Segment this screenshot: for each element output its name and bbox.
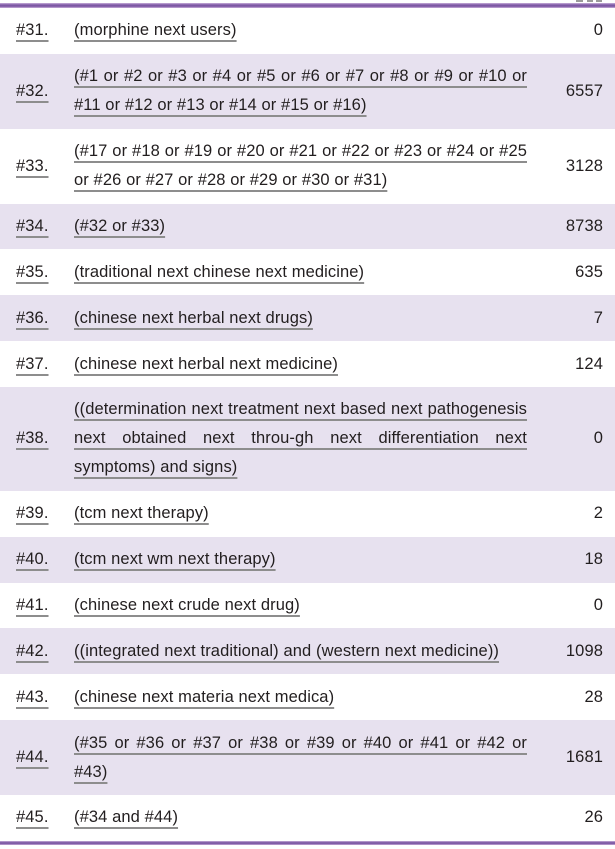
- row-number: #41.: [16, 596, 49, 615]
- query-cell: (chinese next herbal next medicine): [74, 350, 539, 379]
- clipped-glyph-mark: [596, 0, 602, 2]
- row-number-cell: #44.: [16, 743, 74, 772]
- result-count: 1098: [565, 641, 603, 660]
- query-cell: (#35 or #36 or #37 or #38 or #39 or #40 …: [74, 729, 539, 787]
- clipped-glyph-mark: [587, 0, 593, 2]
- query-cell: (chinese next herbal next drugs): [74, 304, 539, 333]
- query-cell: (#17 or #18 or #19 or #20 or #21 or #22 …: [74, 137, 539, 195]
- query-cell: (tcm next therapy): [74, 499, 539, 528]
- row-number-cell: #31.: [16, 16, 74, 45]
- query-text: (#1 or #2 or #3 or #4 or #5 or #6 or #7 …: [74, 67, 527, 115]
- query-cell: (tcm next wm next therapy): [74, 545, 539, 574]
- row-number-cell: #39.: [16, 499, 74, 528]
- table-row: #38. ((determination next treatment next…: [0, 387, 615, 491]
- query-cell: (#34 and #44): [74, 803, 539, 832]
- query-text: (#17 or #18 or #19 or #20 or #21 or #22 …: [74, 142, 527, 190]
- row-number: #31.: [16, 21, 49, 40]
- row-number: #45.: [16, 808, 49, 827]
- query-cell: (chinese next crude next drug): [74, 591, 539, 620]
- table-row: #32. (#1 or #2 or #3 or #4 or #5 or #6 o…: [0, 53, 615, 129]
- query-text: (chinese next crude next drug): [74, 596, 300, 615]
- query-cell: (morphine next users): [74, 16, 539, 45]
- row-number-cell: #38.: [16, 424, 74, 453]
- query-text: (morphine next users): [74, 21, 237, 40]
- row-number: #42.: [16, 641, 49, 660]
- table-top-border: [0, 3, 615, 8]
- table-row: #43. (chinese next materia next medica) …: [0, 674, 615, 720]
- row-number: #38.: [16, 429, 49, 448]
- row-number-cell: #36.: [16, 304, 74, 333]
- query-text: (chinese next herbal next medicine): [74, 354, 338, 373]
- table-row: #36. (chinese next herbal next drugs) 7: [0, 295, 615, 342]
- result-count: 26: [584, 808, 603, 827]
- result-count: 2: [593, 504, 603, 523]
- table-row: #40. (tcm next wm next therapy) 18: [0, 536, 615, 583]
- query-text: (#35 or #36 or #37 or #38 or #39 or #40 …: [74, 733, 527, 781]
- row-number-cell: #41.: [16, 591, 74, 620]
- result-count: 7: [593, 308, 603, 327]
- table-row: #39. (tcm next therapy) 2: [0, 491, 615, 537]
- row-number: #32.: [16, 81, 49, 100]
- row-number: #43.: [16, 687, 49, 706]
- row-number-cell: #45.: [16, 803, 74, 832]
- row-number-cell: #33.: [16, 152, 74, 181]
- table-row: #31. (morphine next users) 0: [0, 8, 615, 54]
- row-number: #34.: [16, 217, 49, 235]
- query-text: (tcm next therapy): [74, 504, 209, 523]
- result-count: 635: [575, 262, 603, 281]
- table-row: #34. (#32 or #33) 8738: [0, 203, 615, 250]
- row-number: #44.: [16, 748, 49, 767]
- row-number-cell: #42.: [16, 637, 74, 666]
- query-cell: (chinese next materia next medica): [74, 683, 539, 712]
- row-number-cell: #35.: [16, 258, 74, 287]
- row-number: #39.: [16, 504, 49, 523]
- table-row: #41. (chinese next crude next drug) 0: [0, 583, 615, 629]
- row-number: #33.: [16, 156, 49, 175]
- query-text: ((determination next treatment next base…: [74, 400, 527, 477]
- query-text: (#34 and #44): [74, 808, 179, 827]
- table-row: #44. (#35 or #36 or #37 or #38 or #39 or…: [0, 720, 615, 796]
- query-text: (tcm next wm next therapy): [74, 550, 276, 569]
- result-count: 0: [593, 429, 603, 448]
- result-count: 124: [575, 354, 603, 373]
- result-count: 28: [584, 687, 603, 706]
- query-cell: ((integrated next traditional) and (west…: [74, 637, 539, 666]
- row-number-cell: #43.: [16, 683, 74, 712]
- table-row: #33. (#17 or #18 or #19 or #20 or #21 or…: [0, 129, 615, 204]
- table-bottom-border: [0, 841, 615, 845]
- table-row: #45. (#34 and #44) 26: [0, 795, 615, 841]
- query-text: (#32 or #33): [74, 217, 166, 235]
- table-body: #31. (morphine next users) 0 #32. (#1 or…: [0, 8, 615, 841]
- row-number-cell: #34.: [16, 212, 74, 241]
- row-number-cell: #37.: [16, 350, 74, 379]
- table-row: #37. (chinese next herbal next medicine)…: [0, 341, 615, 387]
- row-number: #36.: [16, 308, 49, 327]
- row-number-cell: #40.: [16, 545, 74, 574]
- query-text: (chinese next materia next medica): [74, 687, 335, 706]
- result-count: 3128: [565, 156, 603, 175]
- result-count: 8738: [565, 217, 603, 235]
- row-number: #35.: [16, 262, 49, 281]
- query-cell: (traditional next chinese next medicine): [74, 258, 539, 287]
- table-row: #42. ((integrated next traditional) and …: [0, 628, 615, 675]
- result-count: 1681: [565, 748, 603, 767]
- query-text: ((integrated next traditional) and (west…: [74, 641, 500, 660]
- bottom-margin: [0, 845, 615, 849]
- result-count: 18: [584, 550, 603, 569]
- query-text: (chinese next herbal next drugs): [74, 308, 313, 327]
- result-count: 0: [593, 21, 603, 40]
- query-cell: (#1 or #2 or #3 or #4 or #5 or #6 or #7 …: [74, 62, 539, 120]
- clipped-text-remnant: [0, 0, 615, 3]
- result-count: 6557: [565, 81, 603, 100]
- query-text: (traditional next chinese next medicine): [74, 262, 365, 281]
- clipped-glyph-mark: [576, 0, 583, 2]
- row-number: #37.: [16, 354, 49, 373]
- table-row: #35. (traditional next chinese next medi…: [0, 249, 615, 295]
- query-cell: (#32 or #33): [74, 212, 539, 241]
- row-number: #40.: [16, 550, 49, 569]
- row-number-cell: #32.: [16, 77, 74, 106]
- result-count: 0: [593, 596, 603, 615]
- query-cell: ((determination next treatment next base…: [74, 395, 539, 482]
